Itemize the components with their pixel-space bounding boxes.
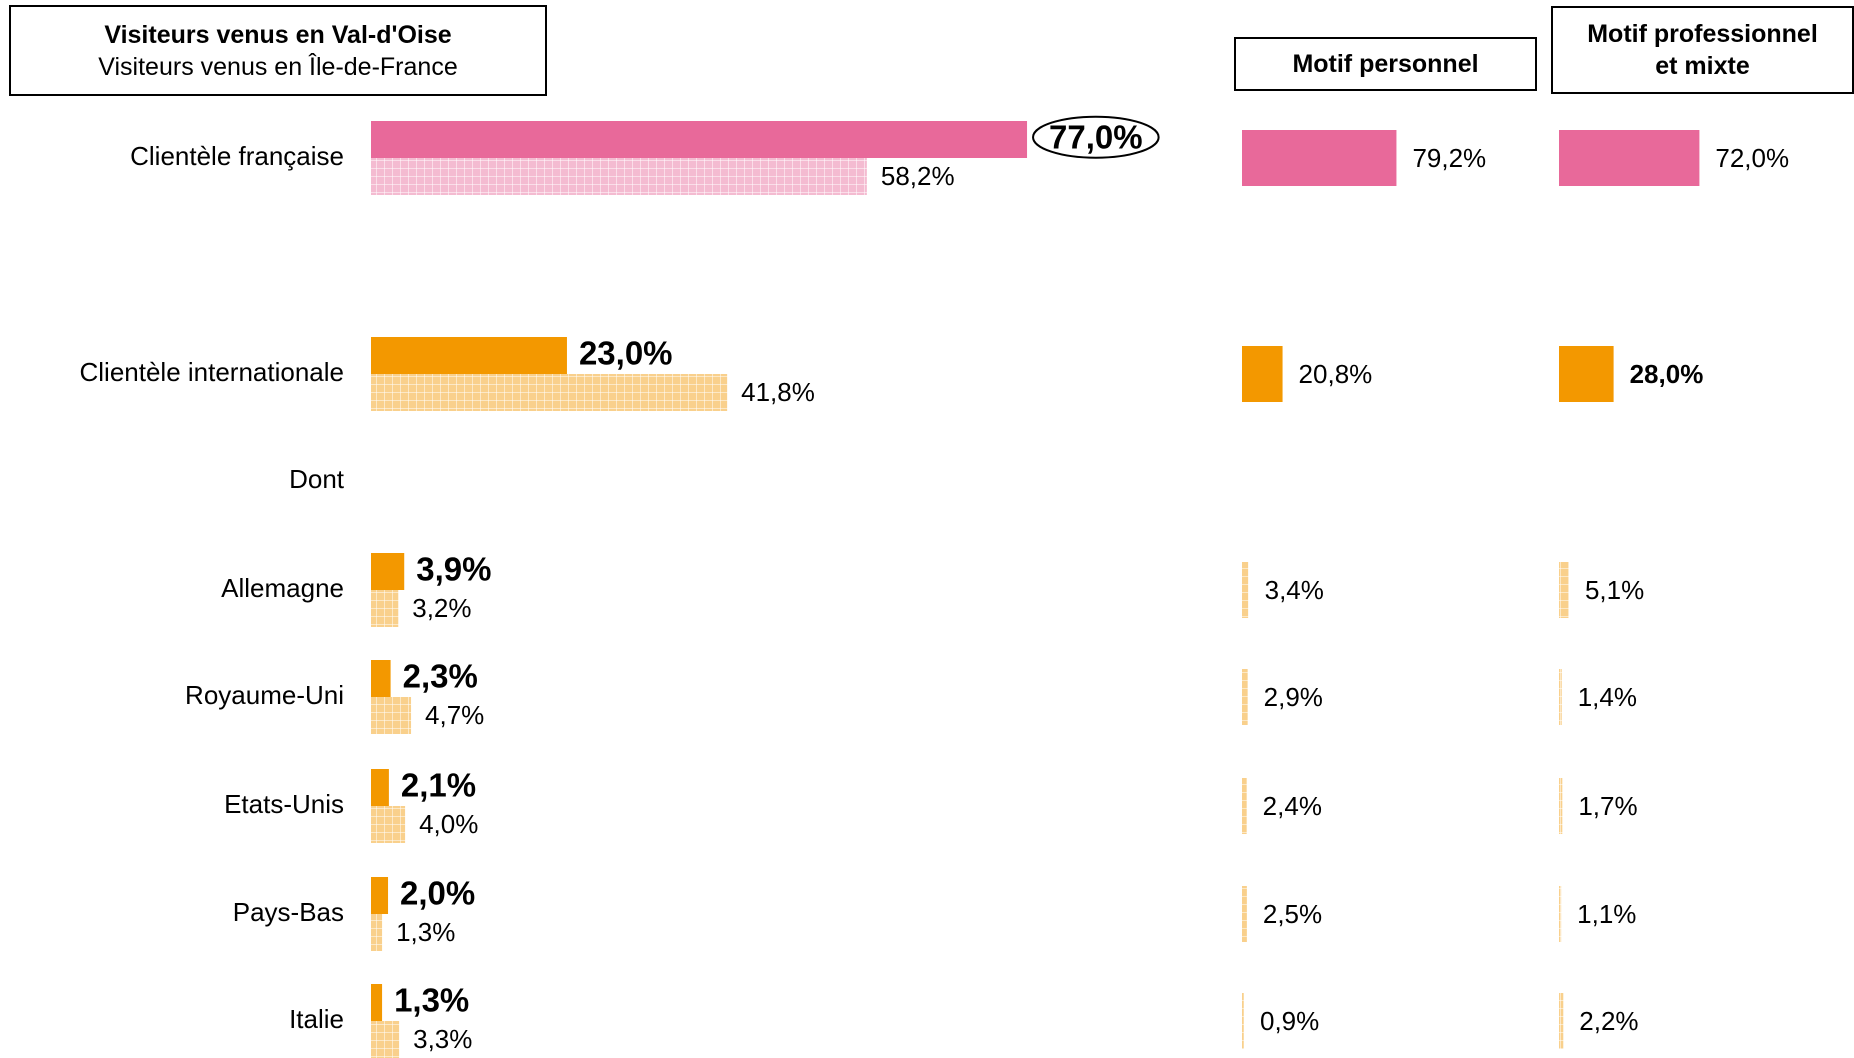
bar [1242, 669, 1248, 725]
value-label: 28,0% [1630, 359, 1704, 389]
bar-hatched [371, 374, 728, 411]
value-label: 0,9% [1260, 1006, 1319, 1036]
category-label: Italie [289, 1004, 344, 1034]
value-label: 1,1% [1577, 899, 1636, 929]
bar [1559, 669, 1562, 725]
value-label: 3,2% [412, 593, 471, 623]
panel-title: Motif professionnel et mixte [1551, 6, 1854, 94]
bar [371, 660, 391, 697]
legend-entry: Visiteurs venus en Val-d'Oise [104, 20, 452, 49]
bar [1559, 346, 1614, 402]
bar [1559, 778, 1563, 834]
category-label: Royaume-Uni [185, 680, 344, 710]
value-label: 77,0% [1049, 119, 1143, 156]
circle-highlight [1032, 115, 1160, 159]
legend: Visiteurs venus en Val-d'Oise Visiteurs … [9, 5, 547, 96]
bar-hatched [371, 590, 399, 627]
bar [1242, 886, 1247, 942]
value-label: 1,7% [1578, 791, 1637, 821]
category-label: Etats-Unis [224, 789, 344, 819]
value-label: 2,4% [1263, 791, 1322, 821]
bar [371, 121, 1028, 158]
bar [1559, 562, 1569, 618]
value-label: 2,1% [401, 767, 476, 804]
bar-hatched [371, 806, 406, 843]
bar-hatched [371, 158, 867, 195]
bar [371, 769, 389, 806]
bar [1242, 130, 1397, 186]
bar [1559, 886, 1562, 942]
value-label: 2,0% [400, 875, 475, 912]
value-label: 20,8% [1299, 359, 1373, 389]
value-label: 79,2% [1412, 143, 1486, 173]
value-label: 4,7% [425, 700, 484, 730]
bar-hatched [371, 697, 412, 734]
bar [1559, 993, 1564, 1049]
value-label: 3,4% [1265, 575, 1324, 605]
category-label: Clientèle internationale [79, 357, 344, 387]
value-label: 1,3% [396, 917, 455, 947]
category-label: Clientèle française [130, 141, 344, 171]
value-label: 23,0% [579, 335, 673, 372]
bar [1242, 993, 1244, 1049]
panel-title: Motif personnel [1234, 37, 1537, 91]
category-label: Pays-Bas [233, 897, 344, 927]
bar [371, 877, 389, 914]
bar [371, 337, 567, 374]
bar [1242, 562, 1249, 618]
legend-entry: Visiteurs venus en Île-de-France [98, 52, 458, 81]
bar [1242, 346, 1283, 402]
bar-hatched [371, 1021, 400, 1058]
value-label: 2,2% [1579, 1006, 1638, 1036]
value-label: 3,9% [416, 551, 491, 588]
value-label: 2,3% [403, 658, 478, 695]
value-label: 2,9% [1264, 682, 1323, 712]
value-label: 3,3% [413, 1024, 472, 1054]
subheading: Dont [289, 464, 345, 494]
value-label: 1,4% [1578, 682, 1637, 712]
value-label: 2,5% [1263, 899, 1322, 929]
bar [1559, 130, 1700, 186]
bar [1242, 778, 1247, 834]
value-label: 41,8% [741, 377, 815, 407]
value-label: 4,0% [419, 809, 478, 839]
bar-hatched [371, 914, 383, 951]
bar [371, 553, 405, 590]
value-label: 72,0% [1715, 143, 1789, 173]
value-label: 5,1% [1585, 575, 1644, 605]
category-label: Allemagne [221, 573, 344, 603]
value-label: 1,3% [394, 982, 469, 1019]
bar [371, 984, 383, 1021]
value-label: 58,2% [881, 161, 955, 191]
